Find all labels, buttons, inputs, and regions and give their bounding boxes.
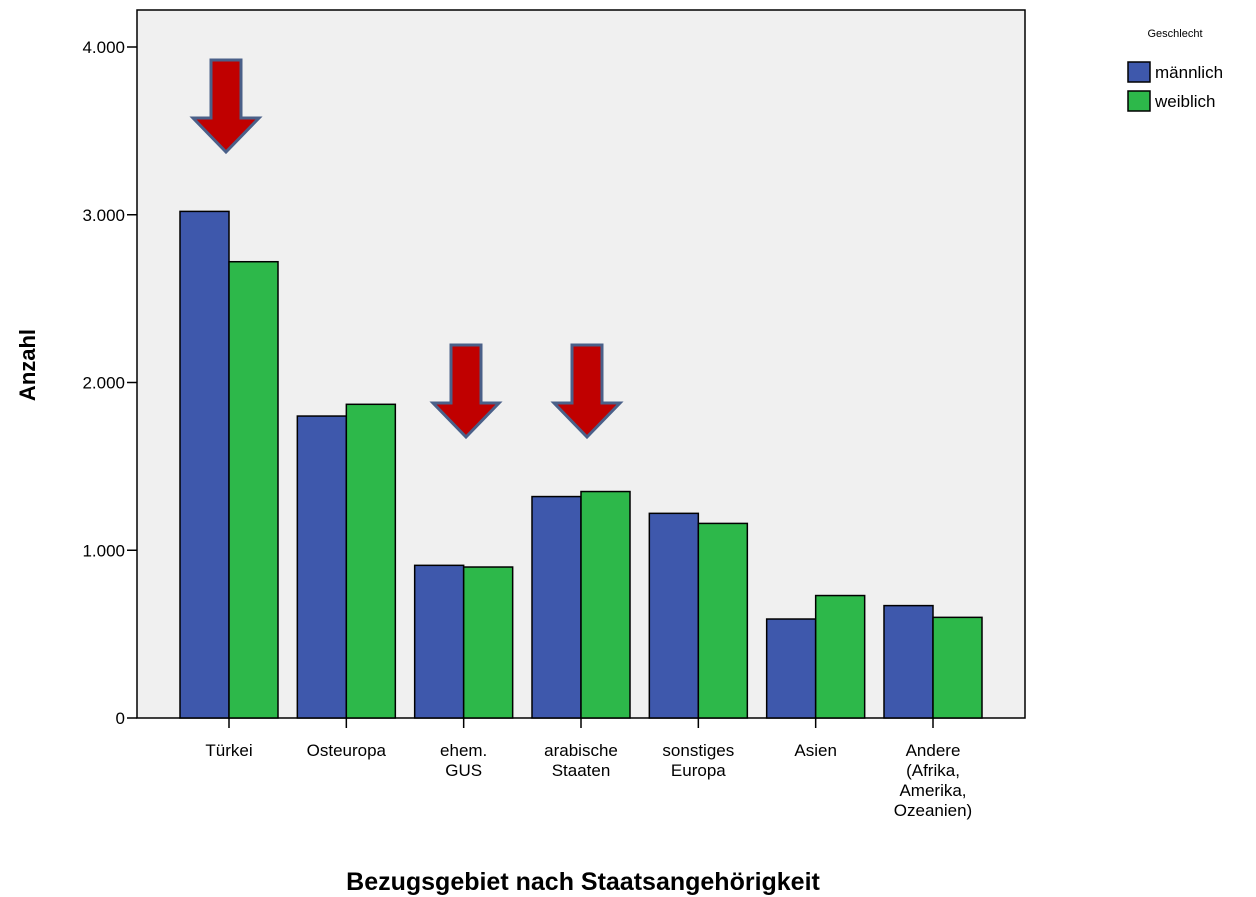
marks: [179, 210, 983, 719]
bar: [296, 415, 348, 719]
arrows: [189, 58, 624, 440]
x-tick-label: sonstiges Europa: [662, 741, 734, 780]
x-axis-title: Bezugsgebiet nach Staatsangehörigkeit: [346, 868, 820, 896]
legend-label: weiblich: [1154, 92, 1215, 111]
bar: [648, 512, 700, 719]
bar: [580, 490, 631, 719]
x-tick-label: ehem. GUS: [440, 741, 487, 780]
legend-swatch: [1127, 61, 1151, 83]
bar: [932, 616, 983, 719]
x-tick-label: Andere (Afrika, Amerika, Ozeanien): [894, 741, 972, 820]
bar: [228, 260, 279, 719]
y-tick-label: 1.000: [82, 541, 125, 560]
legend-swatch: [1127, 90, 1151, 112]
y-tick-label: 3.000: [82, 206, 125, 225]
y-tick-label: 4.000: [82, 38, 125, 57]
bar: [697, 522, 749, 719]
bar: [462, 566, 514, 719]
bar: [814, 594, 866, 719]
y-tick-label: 0: [116, 709, 125, 728]
arrow: [189, 58, 263, 155]
x-tick-label: Osteuropa: [307, 741, 387, 760]
arrow: [550, 343, 624, 440]
x-tick-label: Türkei: [205, 741, 252, 760]
x-tick-label: arabische Staaten: [544, 741, 618, 780]
x-tick-label: Asien: [794, 741, 837, 760]
bar: [345, 403, 397, 719]
y-axis-title: Anzahl: [15, 329, 40, 401]
bar: [531, 495, 582, 719]
bar: [883, 604, 934, 719]
bar: [765, 618, 817, 719]
y-tick-label: 2.000: [82, 374, 125, 393]
legend-title: Geschlecht: [1147, 28, 1202, 40]
bar: [413, 564, 465, 719]
arrow: [429, 343, 503, 440]
bar: [179, 210, 230, 719]
legend-label: männlich: [1155, 63, 1223, 82]
